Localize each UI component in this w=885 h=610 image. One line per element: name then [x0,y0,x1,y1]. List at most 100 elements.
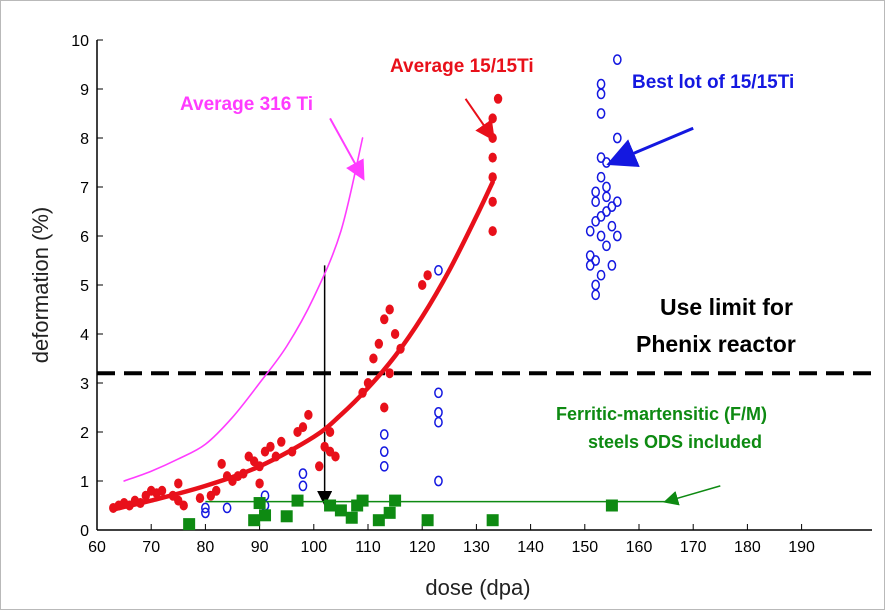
data-point [291,494,304,507]
data-point [374,338,384,349]
data-point [325,427,335,437]
y-tick-label: 6 [80,229,89,246]
data-point [434,264,443,276]
data-point [596,88,606,100]
y-tick-label: 1 [80,474,89,491]
data-point [596,171,606,183]
data-point [379,446,389,457]
data-point [372,514,385,527]
y-tick-label: 9 [80,82,89,99]
x-axis-label: dose (dpa) [425,575,530,600]
data-point [379,429,389,440]
x-tick-label: 60 [88,539,106,556]
data-point [389,494,402,507]
series-0 [123,137,364,482]
data-point [488,113,497,124]
data-point [356,494,369,507]
data-point [591,255,600,266]
annotation-use-limit: Use limit for [660,294,793,320]
data-point [596,230,606,242]
annotation-average-316-ti: Average 316 Ti [180,94,313,115]
y-ticks: 0 1 2 3 4 5 6 7 8 9 10 [71,33,103,540]
x-tick-label: 130 [463,539,490,556]
data-point [596,269,606,281]
data-point [383,506,396,519]
annotation-ferritic-martensitic: Ferritic-martensitic (F/M) [556,404,767,424]
data-point [423,270,432,281]
data-point [280,510,293,523]
data-point [259,509,272,522]
data-point [596,78,606,90]
annotations: Average 15/15Ti Average 316 Ti Best lot … [180,56,796,452]
data-point [596,152,606,163]
data-point [612,230,622,242]
data-point [602,181,611,193]
data-point [380,402,389,413]
data-point [488,152,497,163]
x-tick-label: 160 [626,539,653,556]
annotation-average-15-15ti: Average 15/15Ti [390,56,534,77]
annotation-arrow-1 [329,117,365,181]
x-tick-label: 170 [680,539,707,556]
y-tick-label: 2 [80,425,89,442]
annotation-phenix-reactor: Phenix reactor [636,331,796,357]
data-point [363,378,373,388]
annotation-arrow-2 [606,126,694,167]
x-tick-label: 180 [734,539,761,556]
data-point [277,436,286,447]
data-point [418,280,427,290]
data-point [195,493,205,504]
data-point [585,250,595,261]
y-tick-label: 8 [80,131,89,148]
x-tick-label: 90 [251,539,269,556]
data-point [607,220,617,232]
y-tick-label: 5 [80,278,89,295]
series-layer [109,54,667,531]
x-tick-label: 190 [788,539,815,556]
x-tick-label: 110 [355,539,381,556]
data-point [239,468,248,479]
data-point [434,416,443,428]
data-point [488,172,497,183]
y-tick-label: 4 [80,327,89,344]
data-point [298,422,308,433]
data-point [255,461,264,472]
data-point [385,304,394,315]
x-tick-label: 120 [409,539,436,556]
series-1 [111,179,495,512]
data-point [434,475,443,487]
data-point [379,460,389,472]
data-point [612,132,622,144]
annotation-arrow-0 [464,98,495,142]
data-point [345,511,358,524]
data-point [488,226,497,237]
data-point [304,409,313,420]
data-point [421,514,434,527]
x-tick-label: 70 [142,539,160,556]
annotation-arrow-6 [663,485,721,506]
series-line [123,137,364,482]
data-point [434,387,443,399]
x-tick-label: 150 [571,539,598,556]
x-tick-label: 100 [300,539,327,556]
data-point [602,206,611,217]
data-point [324,499,337,512]
data-point [486,514,499,527]
data-point [596,211,606,222]
data-point [602,157,611,168]
data-point [380,314,389,325]
data-point [331,451,340,462]
data-point [591,186,600,198]
data-point [612,196,622,208]
data-point [596,108,606,119]
data-point [602,240,611,252]
data-point [298,480,308,492]
data-point [607,260,617,271]
data-point [334,504,347,517]
series-4 [183,494,667,531]
data-point [602,191,611,203]
data-point [183,518,196,531]
x-ticks: 60 70 80 90 100 110 120 130 140 150 160 170 180 190 [88,524,815,556]
